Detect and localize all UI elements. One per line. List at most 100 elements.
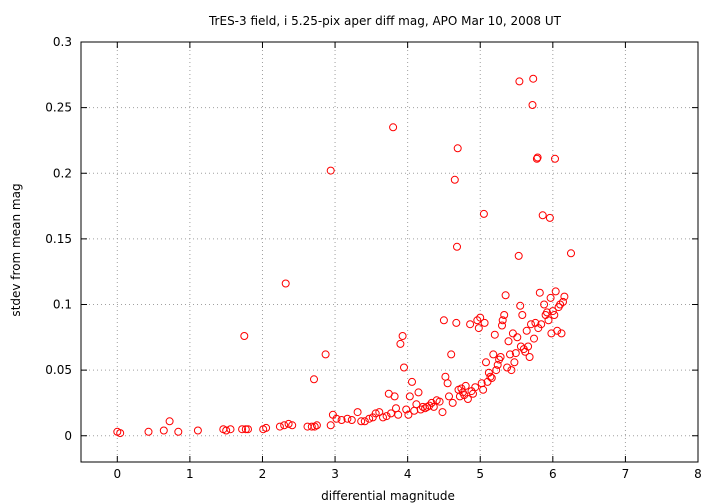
x-tick-label: 8 <box>694 467 702 481</box>
data-point <box>284 419 293 428</box>
data-point <box>498 316 507 325</box>
data-point <box>567 249 575 258</box>
data-point <box>275 422 284 431</box>
y-tick-label: 0 <box>64 429 72 443</box>
data-point <box>516 301 525 310</box>
data-point <box>480 318 489 327</box>
data-point <box>492 366 501 375</box>
grid-lines <box>81 42 698 462</box>
data-point <box>445 392 453 401</box>
x-tick-label: 6 <box>549 467 557 481</box>
data-point <box>222 426 231 435</box>
data-point <box>389 123 398 132</box>
data-point <box>515 77 524 86</box>
data-point <box>551 287 560 296</box>
data-point <box>453 144 462 153</box>
y-tick-label: 0.2 <box>53 166 72 180</box>
axis-ticks: 0 1 2 3 4 5 6 7 8 0 0.05 0.1 0.15 0.2 0.25 0.3 <box>45 35 702 481</box>
data-point <box>425 401 434 410</box>
data-point <box>375 408 384 417</box>
data-point <box>556 300 565 309</box>
data-point <box>443 379 452 388</box>
data-point <box>510 358 519 367</box>
data-point <box>343 414 352 423</box>
data-point <box>514 251 523 260</box>
data-point <box>503 363 512 372</box>
data-point <box>471 383 480 392</box>
data-points <box>113 74 575 438</box>
data-point <box>174 427 183 436</box>
data-point <box>504 337 513 346</box>
data-point <box>530 334 538 343</box>
data-point <box>312 421 321 430</box>
data-point <box>365 414 374 423</box>
x-tick-label: 1 <box>186 467 194 481</box>
x-tick-label: 0 <box>113 467 121 481</box>
data-point <box>553 326 562 335</box>
y-tick-label: 0.05 <box>45 363 72 377</box>
data-point <box>528 101 537 109</box>
data-point <box>371 409 380 418</box>
data-point <box>379 413 387 422</box>
data-point <box>439 316 448 325</box>
data-point <box>226 425 235 434</box>
data-point <box>500 311 509 319</box>
data-point <box>524 342 533 351</box>
data-point <box>159 426 168 435</box>
data-point <box>396 339 405 348</box>
x-tick-label: 4 <box>404 467 412 481</box>
data-point <box>310 422 319 431</box>
y-tick-label: 0.15 <box>45 232 72 246</box>
data-point <box>262 423 271 432</box>
data-point <box>165 417 174 426</box>
data-point <box>453 242 461 251</box>
data-point <box>551 154 559 163</box>
data-point <box>402 405 411 414</box>
data-point <box>447 350 456 359</box>
data-point <box>441 372 450 381</box>
data-point <box>280 421 289 430</box>
data-point <box>144 427 153 436</box>
data-point <box>482 358 490 367</box>
x-tick-label: 5 <box>476 467 484 481</box>
data-point <box>382 412 391 421</box>
x-axis-label: differential magnitude <box>321 489 455 503</box>
data-point <box>476 313 485 322</box>
data-point <box>543 308 551 317</box>
data-point <box>332 414 341 423</box>
data-point <box>548 307 557 316</box>
y-tick-label: 0.3 <box>53 35 72 49</box>
data-point <box>398 332 407 340</box>
data-point <box>353 408 362 417</box>
data-point <box>479 385 488 394</box>
data-point <box>537 320 546 329</box>
data-point <box>527 320 535 329</box>
data-point <box>241 425 250 434</box>
data-point <box>466 320 475 329</box>
data-point <box>506 350 514 359</box>
data-point <box>522 326 531 335</box>
data-point <box>532 154 541 163</box>
data-point <box>496 353 505 361</box>
data-point <box>538 211 547 220</box>
data-point <box>550 311 559 319</box>
data-point <box>281 279 290 288</box>
data-point <box>438 408 447 417</box>
data-point <box>493 360 502 369</box>
data-point <box>404 410 413 419</box>
data-point <box>193 426 202 435</box>
data-point <box>529 74 538 83</box>
data-point <box>545 213 554 222</box>
x-tick-label: 2 <box>259 467 267 481</box>
data-point <box>560 292 569 301</box>
data-point <box>288 421 297 430</box>
data-point <box>559 297 567 306</box>
data-point <box>326 421 335 430</box>
data-point <box>474 324 483 333</box>
data-point <box>427 398 436 407</box>
data-point <box>452 318 461 327</box>
data-point <box>535 288 544 297</box>
data-point <box>244 425 252 434</box>
data-point <box>337 416 346 424</box>
